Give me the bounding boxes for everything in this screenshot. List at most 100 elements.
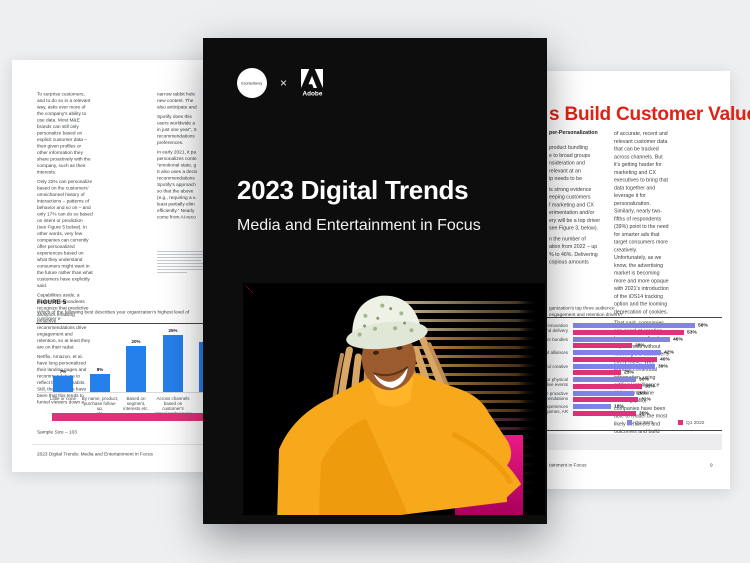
figure-3-bar: [573, 370, 622, 376]
clipped-line: efficiently." Nearly: [157, 208, 195, 214]
cover-photo-person: [243, 283, 545, 515]
figure-5-sample-size: Sample Size – 103: [37, 429, 77, 436]
clipped-line: Spotify does this: [157, 114, 192, 120]
econsultancy-logo-text: Econsultancy: [241, 81, 263, 85]
figure-3-bar: [573, 363, 655, 369]
figure-5-label: FIGURE 5: [37, 300, 67, 306]
clipped-line: ip needs to be: [549, 175, 582, 182]
figure-3-bar-value: 53%: [687, 328, 698, 335]
clipped-line: It also uses a decis: [157, 169, 198, 175]
right-page-column-1-clipped: product bundling e to broad groups nsidera…: [549, 144, 624, 266]
legend-item: Q1 2023: [627, 418, 666, 427]
figure-5-bar: [89, 373, 110, 392]
clipped-line: relevant at an: [549, 167, 581, 174]
figure-3-bar-value: 39%: [657, 362, 668, 369]
clipped-line: e to broad groups: [549, 152, 591, 159]
clipped-line: % to 46%. Delivering: [549, 251, 598, 258]
legend-swatch-icon: [627, 420, 632, 425]
figure-3-bar-value: 46%: [672, 335, 683, 342]
cover-subtitle: Media and Entertainment in Focus: [237, 217, 481, 234]
figure-3-bar: [573, 383, 643, 389]
figure-3-bar: [573, 377, 636, 382]
figure-5-bar-value: 25%: [167, 328, 177, 333]
clipped-line: eeping customers: [549, 194, 591, 200]
clipped-line: recommendations: [157, 175, 195, 182]
paragraph: of accurate, recent and relevant custome…: [614, 130, 669, 315]
clipped-line: In early 2021, it pa: [157, 149, 197, 156]
figure-3-bar-value: 18%: [613, 403, 624, 409]
adobe-a-icon: [301, 68, 324, 88]
figure-5-bar: [53, 376, 73, 392]
figure-3-top-rule: [520, 317, 722, 318]
figure-3-bar: [573, 336, 670, 342]
logo-separator-x-icon: ×: [280, 76, 288, 90]
legend-label: Q1 2022: [685, 419, 705, 426]
clipped-line: ery will be a top driver: [549, 217, 601, 224]
left-page-footer: 2023 Digital Trends: Media and Entertain…: [37, 451, 153, 458]
clipped-line: narrow rabbit hole: [157, 91, 196, 98]
cover-title: 2023 Digital Trends: [237, 175, 469, 205]
figure-3-bar-value: 33%: [645, 382, 656, 389]
figure-5-bar-label: Based on segment, interests etc.: [123, 396, 149, 411]
clipped-line: in just one year", S: [157, 127, 197, 133]
left-page-footer-divider: [32, 444, 354, 445]
figure-5-bar: [126, 346, 146, 392]
clipped-line: preferences.: [157, 140, 184, 146]
left-page-column-2-clipped: narrow rabbit hole new content. The also a…: [157, 91, 217, 221]
legend-label: Q1 2023: [635, 419, 654, 426]
clipped-line: f marketing and CX: [549, 201, 594, 208]
figure-3-bar-value: 29%: [636, 389, 647, 396]
legend-item: Q1 2022: [677, 418, 717, 427]
figure-3-legend: Q1 2023 Q1 2022: [627, 418, 716, 427]
clipped-line: copious amounts: [549, 259, 589, 265]
clipped-line: personalizes conte: [157, 156, 197, 162]
figure-3-bar: [573, 390, 634, 396]
figure-5-bar-label: Little or none: [49, 396, 77, 401]
subheading-fragment: per-Personalization: [549, 129, 598, 136]
paragraph: To surprise customers, and to do so in a…: [37, 91, 91, 176]
figure-3-note-band: [520, 434, 722, 450]
clipped-line: Spotify's approach: [157, 182, 196, 188]
paragraph: Only 22% can personalize based on the cu…: [37, 179, 93, 289]
econsultancy-logo-icon: Econsultancy: [237, 68, 267, 98]
clipped-line: see Figure 3, below).: [549, 225, 599, 231]
clipped-line: recommendations: [157, 133, 195, 140]
clipped-line: product bundling: [549, 144, 588, 151]
clipped-line: also anticipate and: [157, 104, 197, 111]
figure-5-bar-value: 20%: [131, 339, 141, 345]
figure-3-bar-value: 42%: [664, 349, 675, 355]
figure-5-axis-line: [38, 392, 356, 393]
figure-3-bar-value: 40%: [660, 355, 670, 362]
figure-3-bar: [573, 410, 636, 416]
figure-3-bar-value: 31%: [641, 396, 652, 402]
clipped-line: nsideration and: [549, 160, 585, 166]
adobe-logo: Adobe: [300, 68, 325, 98]
clipped-line: come from AI-reco: [157, 214, 196, 221]
clipped-line: users worldwide a: [157, 120, 196, 127]
figure-3-bar: [573, 323, 695, 328]
legend-swatch-icon: [677, 420, 683, 425]
figure-3-bottom-rule: [520, 430, 722, 431]
figure-3-caption-fragment: ganization's top three audience engageme…: [549, 305, 623, 318]
section-title-fragment: s Build Customer Value: [549, 104, 750, 125]
figure-3-bar: [573, 350, 662, 355]
clipped-line: new content. The: [157, 98, 194, 104]
clipped-line: (e.g., requiring a u: [157, 195, 196, 201]
figure-5-bar-value: 7%: [59, 369, 67, 375]
right-page-footer-fragment: tainment in Focus: [549, 462, 587, 469]
figure-3-bar-value: 30%: [639, 376, 649, 382]
paragraph: Capabilities aside, a quarter of respond…: [37, 292, 91, 351]
clipped-line: n the number of: [549, 235, 586, 242]
figure-3-bar: [573, 397, 639, 403]
figure-3-grouped-bar-chart: 58%53%d/or innovation nt and delivery46%…: [380, 322, 730, 423]
footnote-links: [157, 251, 217, 275]
clipped-line: least partially elim: [157, 201, 195, 208]
figure-5-bar-value: 8%: [96, 366, 103, 372]
clipped-line: so that the above: [157, 188, 194, 195]
clipped-line: ation from 2022 – up: [549, 243, 598, 250]
figure-3: ganization's top three audience engageme…: [380, 301, 730, 471]
figure-3-bar: [573, 356, 657, 362]
figure-5-top-rule: [36, 323, 356, 324]
figure-5-caption: Which of the following best describes yo…: [37, 309, 190, 322]
report-cover: Econsultancy × Adobe 2023 Digital Trends…: [203, 38, 547, 524]
